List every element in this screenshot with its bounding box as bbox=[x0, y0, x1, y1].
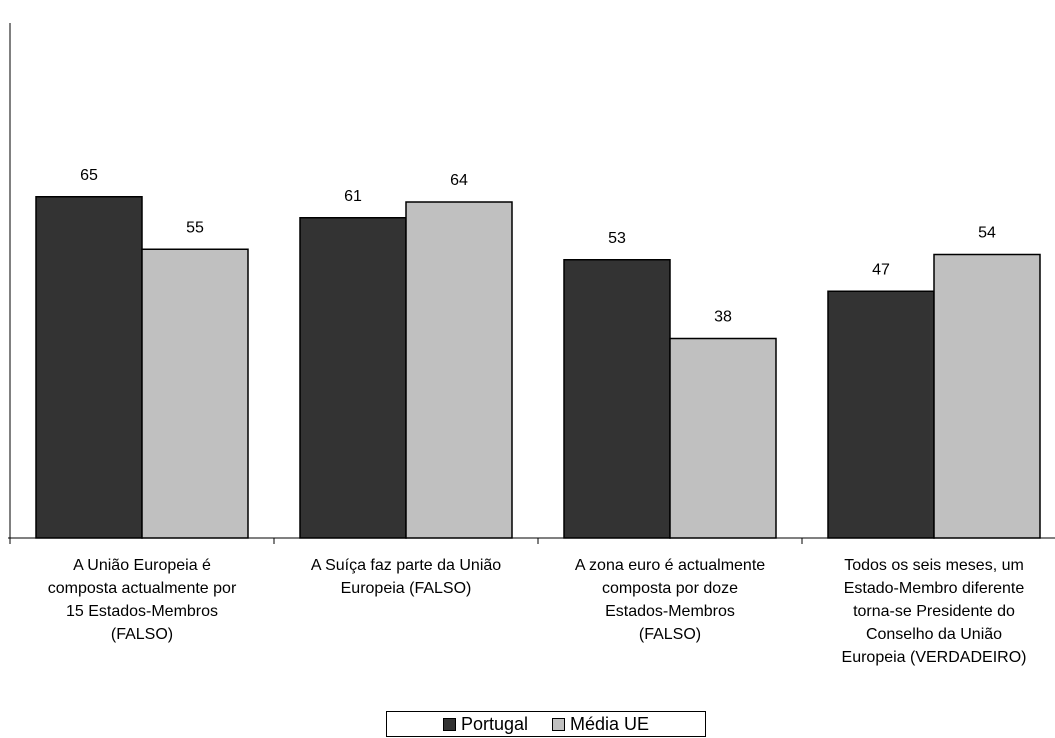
category-label-3: A zona euro é actualmente composta por d… bbox=[574, 557, 766, 643]
legend-swatch-media-ue bbox=[552, 717, 565, 731]
value-label-portugal-1: 65 bbox=[80, 167, 98, 184]
value-label-portugal-2: 61 bbox=[344, 188, 362, 205]
value-label-media-ue-4: 54 bbox=[978, 225, 996, 242]
legend-item-media-ue: Média UE bbox=[552, 714, 649, 735]
value-label-media-ue-2: 64 bbox=[450, 172, 468, 189]
bar-chart: 65 55 61 64 53 38 47 54 bbox=[8, 23, 1055, 544]
bar-portugal-1 bbox=[35, 196, 143, 539]
bar-media-ue-1 bbox=[141, 248, 249, 539]
bars-group bbox=[35, 196, 1041, 539]
bar-media-ue-3 bbox=[669, 337, 777, 539]
category-label-4: Todos os seis meses, um Estado-Membro di… bbox=[841, 557, 1027, 666]
bar-portugal-4 bbox=[827, 290, 935, 539]
value-label-portugal-4: 47 bbox=[872, 261, 890, 278]
legend: Portugal Média UE bbox=[386, 711, 706, 737]
value-labels-group: 65 55 61 64 53 38 47 54 bbox=[80, 167, 996, 326]
category-label-1: A União Europeia é composta actualmente … bbox=[47, 557, 237, 643]
value-label-media-ue-1: 55 bbox=[186, 219, 204, 236]
legend-label-media-ue: Média UE bbox=[570, 713, 650, 734]
legend-swatch-portugal bbox=[442, 717, 456, 731]
bar-portugal-3 bbox=[563, 259, 671, 539]
category-label-2: A Suíça faz parte da União Europeia (FAL… bbox=[310, 557, 502, 597]
value-label-media-ue-3: 38 bbox=[714, 309, 732, 326]
bar-portugal-2 bbox=[299, 217, 407, 539]
legend-item-portugal: Portugal bbox=[442, 713, 528, 735]
legend-label-portugal: Portugal bbox=[460, 713, 528, 734]
value-label-portugal-3: 53 bbox=[608, 230, 626, 247]
axes-group bbox=[8, 23, 1055, 544]
bar-media-ue-4 bbox=[933, 253, 1041, 539]
bar-media-ue-2 bbox=[405, 201, 513, 539]
